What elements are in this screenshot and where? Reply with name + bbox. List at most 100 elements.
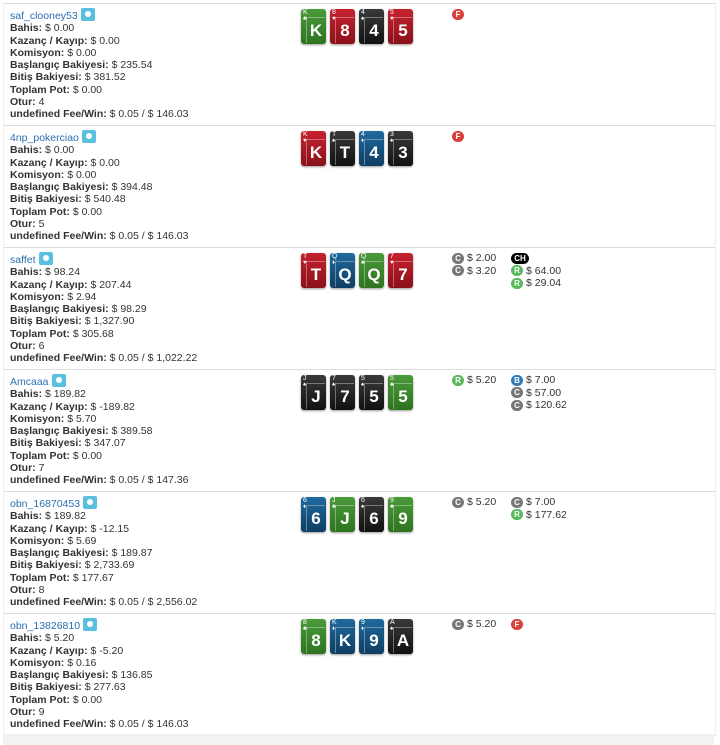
card-rank: A	[393, 627, 412, 653]
card-rank-small: K	[303, 131, 308, 138]
card-rank: 7	[335, 383, 354, 409]
heart-icon: ♥	[390, 260, 394, 266]
end-line: Bitiş Bakiyesi: $ 347.07	[10, 437, 189, 449]
action-item: C $ 5.20	[452, 618, 496, 631]
bet-label: Bahis:	[10, 144, 43, 157]
player-info: saffet Bahis: $ 98.24 Kazanç / Kayıp: $ 20…	[10, 252, 197, 365]
winloss-value: $ 0.00	[90, 34, 120, 47]
winloss-label: Kazanç / Kayıp:	[10, 34, 88, 47]
card-rank: 5	[393, 383, 412, 409]
action-item: C $ 3.20	[452, 265, 496, 278]
end-line: Bitiş Bakiyesi: $ 2,733.69	[10, 559, 197, 571]
action-badge-c: C	[511, 387, 523, 399]
fee-value: $ 0.05 / $ 1,022.22	[109, 352, 198, 365]
action-amount: $ 2.00	[467, 252, 497, 264]
start-line: Başlangıç Bakiyesi: $ 394.48	[10, 181, 189, 193]
action-badge-c: C	[452, 496, 464, 508]
fee-label: undefined Fee/Win:	[10, 352, 107, 365]
winloss-value: $ -5.20	[90, 644, 124, 657]
player-name-link[interactable]: obn_16870453	[10, 498, 81, 510]
commission-value: $ 5.70	[67, 412, 97, 425]
card-rank-small: 9	[390, 497, 394, 504]
card-rank: Q	[335, 261, 354, 287]
end-line: Bitiş Bakiyesi: $ 381.52	[10, 71, 189, 83]
fee-line: undefined Fee/Win: $ 0.05 / $ 146.03	[10, 230, 189, 242]
pot-label: Toplam Pot:	[10, 327, 70, 340]
action-item: R $ 29.04	[511, 277, 561, 290]
spade-icon: ♠	[390, 626, 394, 632]
card-rank-small: 8	[303, 619, 307, 626]
card-rank: 7	[393, 261, 412, 287]
info-icon[interactable]	[38, 252, 53, 265]
end-value: $ 347.07	[84, 437, 126, 450]
commission-label: Komisyon:	[10, 656, 65, 669]
seat-label: Otur:	[10, 706, 36, 719]
pot-value: $ 177.67	[72, 571, 114, 584]
start-value: $ 189.87	[111, 547, 153, 560]
action-badge-f: F	[452, 130, 464, 142]
card-rank: 4	[364, 139, 383, 165]
start-line: Başlangıç Bakiyesi: $ 189.87	[10, 547, 197, 559]
player-info: 4np_pokerciao Bahis: $ 0.00 Kazanç / Kayıp…	[10, 130, 189, 243]
winloss-line: Kazanç / Kayıp: $ 207.44	[10, 279, 197, 291]
end-label: Bitiş Bakiyesi:	[10, 315, 82, 328]
first-street-actions: F	[452, 8, 467, 21]
info-icon[interactable]	[83, 496, 98, 509]
card-rank-small: Q	[332, 253, 338, 260]
action-badge-c: C	[511, 496, 523, 508]
seat-value: 9	[38, 706, 45, 719]
pot-value: $ 0.00	[72, 83, 103, 96]
player-row: saffet Bahis: $ 98.24 Kazanç / Kayıp: $ 20…	[4, 248, 715, 370]
player-name-link[interactable]: Amcaaa	[10, 376, 49, 388]
action-badge-r: R	[511, 509, 523, 521]
seat-line: Otur: 5	[10, 218, 189, 230]
player-name-link[interactable]: saffet	[10, 254, 36, 266]
action-item: C $ 2.00	[452, 252, 496, 265]
bet-line: Bahis: $ 189.82	[10, 388, 189, 400]
club-icon: ♣	[303, 626, 307, 632]
card-rank-small: 5	[390, 9, 394, 16]
action-item: C $ 7.00	[511, 496, 567, 509]
action-item: F	[452, 130, 467, 143]
later-street-actions: C $ 7.00 R $ 177.62	[511, 496, 567, 521]
player-name-link[interactable]: 4np_pokerciao	[10, 132, 79, 144]
seat-value: 5	[38, 218, 45, 231]
end-label: Bitiş Bakiyesi:	[10, 437, 82, 450]
card-rank-small: 9	[361, 619, 365, 626]
action-amount: $ 3.20	[467, 264, 497, 277]
info-icon[interactable]	[51, 374, 66, 387]
winloss-label: Kazanç / Kayıp:	[10, 400, 88, 413]
player-row: Amcaaa Bahis: $ 189.82 Kazanç / Kayıp: $ -…	[4, 370, 715, 492]
action-amount: $ 7.00	[526, 374, 556, 386]
info-icon[interactable]	[83, 618, 98, 631]
seat-label: Otur:	[10, 584, 36, 597]
action-amount: $ 64.00	[526, 264, 562, 277]
bet-line: Bahis: $ 189.82	[10, 510, 197, 522]
start-label: Başlangıç Bakiyesi:	[10, 303, 109, 316]
pot-label: Toplam Pot:	[10, 571, 70, 584]
card-rank: 5	[393, 17, 412, 43]
winloss-line: Kazanç / Kayıp: $ 0.00	[10, 157, 189, 169]
card-rank: K	[306, 139, 325, 165]
end-label: Bitiş Bakiyesi:	[10, 681, 82, 694]
commission-label: Komisyon:	[10, 412, 65, 425]
card-rank: 3	[393, 139, 412, 165]
seat-value: 6	[38, 340, 45, 353]
winloss-line: Kazanç / Kayıp: $ -189.82	[10, 401, 189, 413]
pot-value: $ 0.00	[72, 449, 103, 462]
end-value: $ 2,733.69	[84, 559, 135, 572]
card-diamond: 6 ♦ 6	[301, 497, 326, 532]
winloss-line: Kazanç / Kayıp: $ 0.00	[10, 35, 189, 47]
winloss-line: Kazanç / Kayıp: $ -12.15	[10, 523, 197, 535]
player-name-link[interactable]: obn_13826810	[10, 620, 81, 632]
club-icon: ♣	[390, 504, 394, 510]
card-rank: 8	[306, 627, 325, 653]
fee-value: $ 0.05 / $ 146.03	[109, 718, 189, 731]
card-rank: T	[306, 261, 325, 287]
player-name-link[interactable]: saf_clooney53	[10, 10, 78, 22]
seat-value: 8	[38, 584, 45, 597]
player-info: saf_clooney53 Bahis: $ 0.00 Kazanç / Kayıp…	[10, 8, 189, 121]
seat-line: Otur: 6	[10, 340, 197, 352]
info-icon[interactable]	[81, 130, 96, 143]
info-icon[interactable]	[80, 8, 95, 21]
